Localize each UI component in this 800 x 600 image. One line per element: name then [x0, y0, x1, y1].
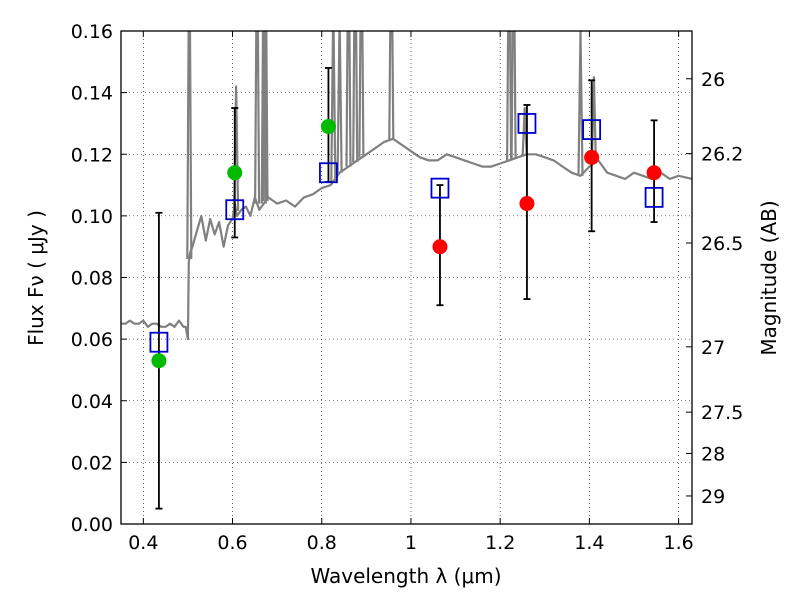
- emission-line: [352, 31, 359, 163]
- x-tick-label: 1.4: [574, 532, 604, 554]
- right-tick-label: 27.5: [701, 402, 743, 424]
- y-tick-label: 0.10: [71, 206, 113, 228]
- emission-line: [506, 31, 513, 161]
- x-tick-label: 0.8: [307, 532, 337, 554]
- data-markers: [149, 113, 664, 369]
- green-photometry-point: [227, 165, 243, 181]
- x-tick-label: 0.6: [217, 532, 247, 554]
- right-tick-label: 26: [701, 69, 725, 91]
- model-flux-box: [517, 113, 537, 134]
- emission-line: [521, 106, 528, 156]
- y-tick-label: 0.12: [71, 144, 113, 166]
- emission-line: [590, 76, 597, 164]
- model-flux-box: [319, 162, 338, 184]
- y-tick-label: 0.06: [71, 329, 113, 351]
- right-axis-title: Magnitude (AB): [757, 200, 781, 355]
- y-tick-label: 0.00: [71, 514, 113, 536]
- y-tick-label: 0.16: [71, 21, 113, 43]
- right-tick-label: 28: [701, 443, 725, 465]
- x-tick-label: 1: [405, 532, 417, 554]
- x-axis-title: Wavelength λ (μm): [310, 564, 501, 588]
- x-tick-label: 1.6: [664, 532, 694, 554]
- green-photometry-point: [320, 119, 336, 135]
- y-tick-label: 0.14: [71, 83, 113, 105]
- model-flux-box: [149, 331, 169, 353]
- emission-line: [577, 31, 584, 176]
- right-axis-ticks: 26 26.2 26.5 27 27.5 28 29: [686, 69, 743, 508]
- model-flux-box: [644, 186, 664, 208]
- emission-line: [358, 31, 365, 158]
- red-photometry-point: [584, 149, 600, 165]
- plot-area: [121, 31, 692, 524]
- model-flux-box: [430, 177, 450, 199]
- spectrum-line: [121, 137, 692, 341]
- red-photometry-point: [646, 165, 662, 181]
- y-tick-label: 0.02: [71, 452, 113, 474]
- right-tick-label: 29: [701, 486, 725, 508]
- green-photometry-point: [151, 353, 167, 369]
- y-tick-label: 0.08: [71, 268, 113, 290]
- red-photometry-point: [519, 196, 535, 212]
- spectrum-layer: [121, 31, 692, 341]
- emission-line: [388, 31, 395, 140]
- emission-line: [186, 31, 193, 260]
- right-tick-label: 26.5: [701, 233, 743, 255]
- right-tick-label: 27: [701, 337, 725, 359]
- y-axis-title: Flux Fν ( μJy ): [24, 210, 48, 346]
- emission-line: [262, 31, 269, 202]
- emission-line: [510, 31, 517, 159]
- emission-line: [345, 31, 352, 167]
- x-axis-ticks: 0.4 0.6 0.8 1 1.2 1.4 1.6: [128, 31, 694, 554]
- model-flux-box: [225, 199, 245, 221]
- y-tick-label: 0.04: [71, 391, 113, 413]
- y-axis-ticks: 0.00 0.02 0.04 0.06 0.08 0.10 0.12 0.14 0.16: [71, 21, 127, 536]
- model-flux-box: [582, 119, 602, 140]
- x-tick-label: 1.2: [485, 532, 515, 554]
- x-tick-label: 0.4: [128, 532, 158, 554]
- emission-line: [254, 31, 261, 204]
- red-photometry-point: [432, 239, 448, 255]
- emission-line: [336, 31, 343, 173]
- right-tick-label: 26.2: [701, 144, 743, 166]
